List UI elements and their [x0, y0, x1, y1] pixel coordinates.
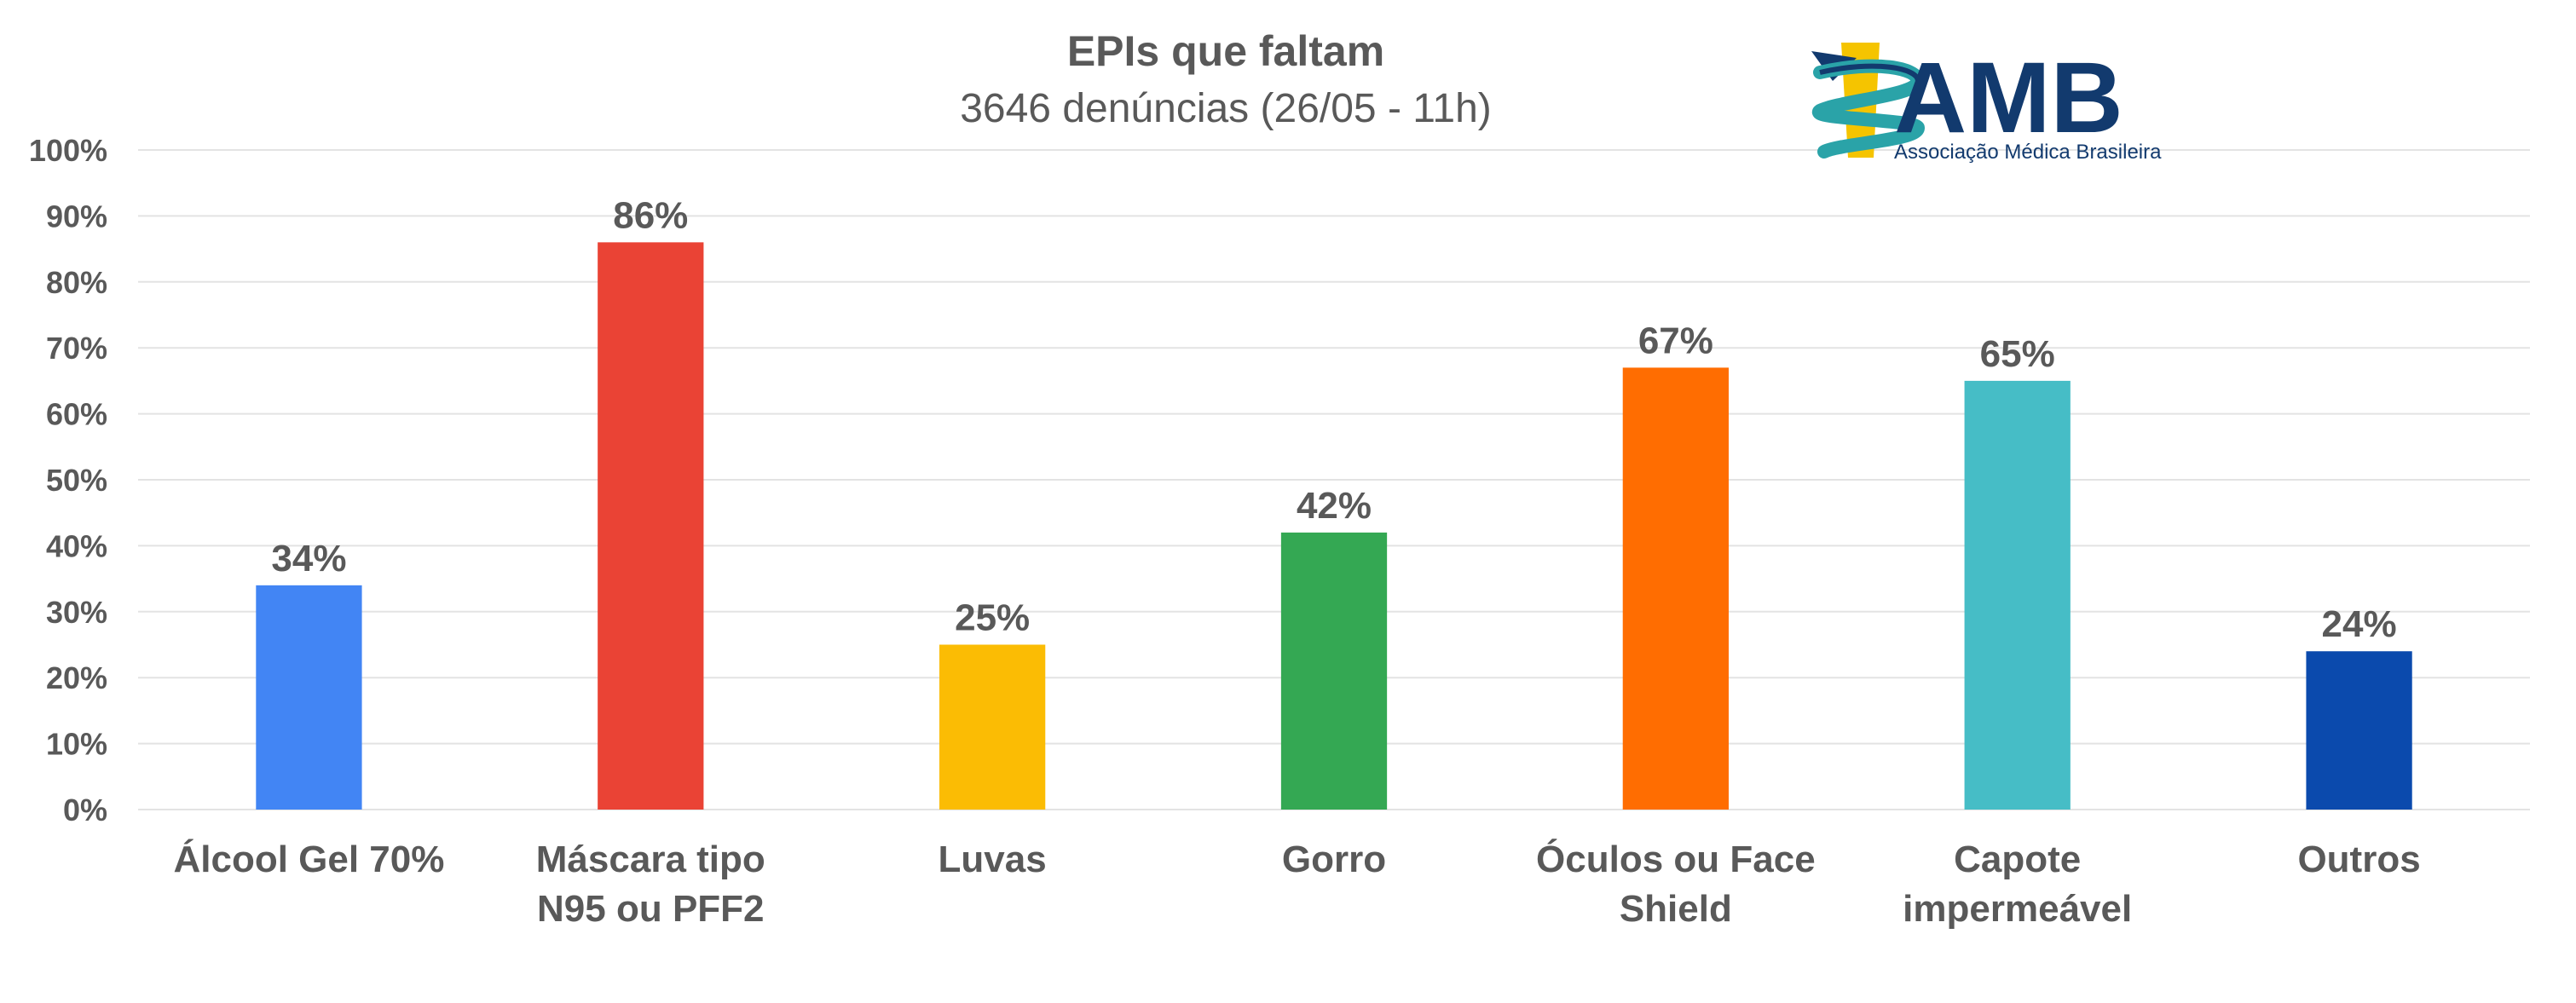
y-tick-label: 60%: [46, 397, 107, 432]
y-tick-label: 70%: [46, 331, 107, 366]
y-tick-label: 20%: [46, 660, 107, 695]
bar: [598, 242, 704, 810]
chart-title: EPIs que faltam: [1067, 27, 1384, 75]
y-tick-label: 40%: [46, 528, 107, 563]
bar: [1280, 532, 1388, 810]
bar-value-label: 67%: [1638, 320, 1713, 361]
x-tick-label: Outros: [2297, 839, 2420, 880]
bar: [939, 644, 1046, 810]
y-tick-label: 100%: [29, 133, 107, 168]
bar-value-label: 25%: [955, 597, 1030, 639]
bar-value-label: 42%: [1297, 485, 1372, 527]
x-tick-label: Gorro: [1282, 839, 1386, 880]
logo-subtitle: Associação Médica Brasileira: [1894, 141, 2162, 164]
x-tick-label: Óculos ou Face Shield: [1536, 838, 1816, 930]
bar: [1964, 380, 2071, 810]
x-tick-label: Luvas: [939, 839, 1047, 880]
y-tick-label: 0%: [63, 793, 107, 827]
bar-value-label: 24%: [2322, 603, 2397, 645]
chart-subtitle: 3646 denúncias (26/05 - 11h): [960, 86, 1492, 131]
y-tick-label: 30%: [46, 595, 107, 630]
y-tick-label: 50%: [46, 463, 107, 498]
logo-name: AMB: [1894, 42, 2123, 154]
bar: [2306, 651, 2412, 810]
y-tick-label: 80%: [46, 265, 107, 300]
x-axis-ticks: Álcool Gel 70% Máscara tipo N95 ou PFF2 Luv…: [173, 838, 2420, 930]
bar-value-label: 86%: [613, 194, 688, 236]
y-tick-label: 90%: [46, 199, 107, 233]
x-tick-label: Álcool Gel 70%: [173, 838, 444, 880]
amb-logo: AMB Associação Médica Brasileira: [1811, 42, 2162, 164]
x-tick-label: Capote impermeável: [1903, 839, 2132, 930]
x-tick-label: Máscara tipo N95 ou PFF2: [536, 839, 765, 930]
bars: [256, 242, 2412, 810]
y-tick-label: 10%: [46, 727, 107, 762]
bar-value-label: 65%: [1980, 333, 2055, 375]
data-labels: 34% 86% 25% 42% 67% 65% 24%: [271, 194, 2396, 645]
y-axis-ticks: 0% 10% 20% 30% 40% 50% 60% 70% 80% 90% 100%: [29, 133, 107, 827]
bar: [1622, 367, 1729, 810]
bar-value-label: 34%: [271, 538, 346, 579]
bar: [256, 585, 362, 810]
caduceus-icon: [1811, 43, 1926, 159]
